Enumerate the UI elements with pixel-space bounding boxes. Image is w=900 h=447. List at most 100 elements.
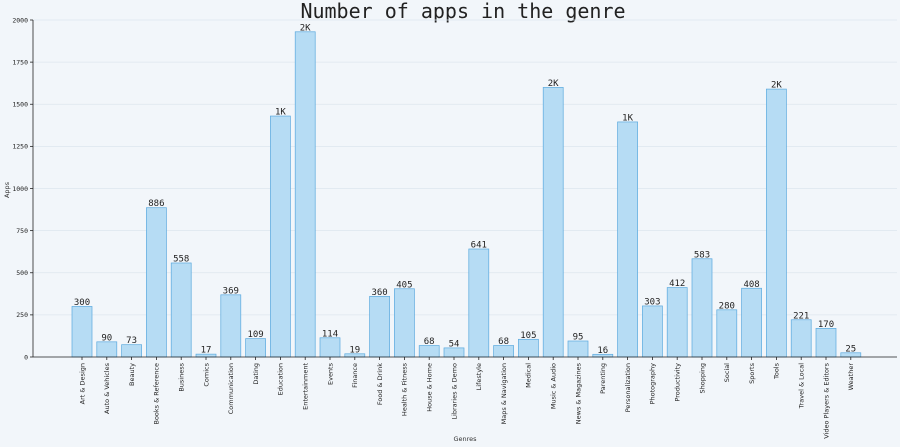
x-tick-label: Finance (351, 363, 359, 388)
bar (815, 328, 837, 358)
x-axis-ticks: Art & Design Auto & Vehicles Beauty Books &… (78, 357, 855, 439)
x-tick-label: Beauty (128, 363, 136, 386)
bar (121, 344, 142, 358)
data-label: 95 (573, 332, 584, 342)
data-label: 114 (322, 329, 338, 339)
bar (146, 207, 167, 358)
bar (542, 87, 564, 358)
bar (790, 319, 812, 358)
x-tick-label: Shopping (698, 363, 706, 394)
y-tick-label: 1750 (12, 58, 28, 66)
bar (567, 340, 589, 358)
bar (716, 309, 738, 358)
data-label: 109 (247, 330, 263, 340)
bar (642, 305, 663, 358)
y-tick-label: 750 (16, 227, 28, 235)
data-label: 19 (349, 345, 360, 355)
y-tick-label: 1000 (12, 185, 28, 193)
data-label: 221 (793, 311, 809, 321)
data-labels: 300 90 73 886 558 17 369 109 1K 2K 114 19 360 405 68 54… (74, 23, 856, 356)
y-axis-label: Apps (3, 181, 11, 198)
data-label: 558 (173, 254, 189, 264)
data-label: 73 (126, 336, 137, 346)
data-label: 303 (644, 297, 660, 307)
data-label: 405 (396, 280, 412, 290)
x-tick-label: Medical (525, 363, 533, 388)
x-tick-label: Travel & Local (798, 363, 806, 410)
y-axis-ticks: 0 250 500 750 1000 1250 1500 1750 2000 (12, 16, 33, 361)
data-label: 1K (275, 108, 286, 118)
x-tick-label: Health & Fitness (401, 362, 409, 416)
chart-title: Number of apps in the genre (300, 0, 625, 23)
data-label: 54 (449, 339, 460, 349)
x-tick-label: Video Players & Editors (822, 362, 830, 438)
bar (170, 262, 192, 358)
x-tick-label: Tools (773, 362, 781, 380)
data-label: 2K (771, 81, 782, 91)
x-tick-label: Food & Drink (376, 363, 384, 405)
x-tick-label: Lifestyle (475, 363, 483, 390)
bar (96, 341, 118, 358)
bar (766, 88, 787, 358)
data-label: 408 (743, 280, 759, 290)
x-tick-label: Books & Reference (153, 363, 161, 425)
data-label: 280 (719, 301, 735, 311)
y-tick-label: 1250 (12, 143, 28, 151)
data-label: 105 (520, 331, 536, 341)
data-label: 170 (818, 320, 834, 330)
bar (319, 337, 341, 358)
data-label: 583 (694, 250, 710, 260)
x-tick-label: Maps & Navigation (500, 363, 508, 424)
bar (691, 258, 713, 358)
data-label: 25 (845, 344, 856, 354)
data-label: 90 (101, 333, 112, 343)
x-tick-label: Education (277, 363, 285, 395)
x-tick-label: Sports (748, 362, 756, 383)
bar (468, 248, 490, 358)
x-tick-label: House & Home (426, 363, 434, 412)
x-tick-label: Art & Design (78, 363, 86, 404)
data-label: 2K (548, 79, 559, 89)
data-label: 886 (148, 199, 164, 209)
x-tick-label: Events (326, 362, 334, 385)
x-tick-label: News & Magazines (574, 362, 582, 424)
data-label: 641 (471, 240, 487, 250)
x-tick-label: Libraries & Demo (450, 363, 458, 420)
x-tick-label: Business (178, 362, 186, 391)
data-label: 17 (201, 346, 212, 356)
y-tick-label: 500 (16, 269, 28, 277)
y-tick-label: 2000 (12, 16, 28, 24)
x-tick-label: Entertainment (302, 363, 310, 410)
y-tick-label: 1500 (12, 101, 28, 109)
x-tick-label: Social (723, 363, 731, 382)
bar (71, 306, 93, 358)
bar (518, 338, 539, 358)
bar (617, 121, 638, 358)
data-label: 360 (371, 288, 387, 298)
bar (666, 287, 688, 358)
x-tick-label: Comics (202, 362, 210, 386)
x-tick-label: Weather (847, 363, 855, 391)
data-label: 68 (424, 337, 435, 347)
x-tick-label: Productivity (674, 363, 682, 402)
x-axis-label: Genres (453, 435, 477, 443)
bar (220, 294, 242, 358)
data-label: 16 (597, 346, 608, 356)
bar (394, 288, 415, 358)
bar (493, 345, 514, 358)
x-tick-label: Dating (252, 363, 260, 385)
x-tick-label: Music & Audio (550, 363, 558, 409)
y-tick-label: 0 (24, 353, 28, 361)
x-tick-label: Parenting (599, 363, 607, 394)
bar (741, 287, 762, 358)
bars (71, 31, 862, 358)
data-label: 1K (622, 113, 633, 123)
x-tick-label: Personalization (624, 363, 632, 412)
bar (369, 295, 390, 358)
data-label: 412 (669, 279, 685, 289)
data-label: 300 (74, 298, 90, 308)
data-label: 2K (300, 23, 311, 33)
bar (270, 115, 291, 358)
x-tick-label: Communication (227, 363, 235, 414)
